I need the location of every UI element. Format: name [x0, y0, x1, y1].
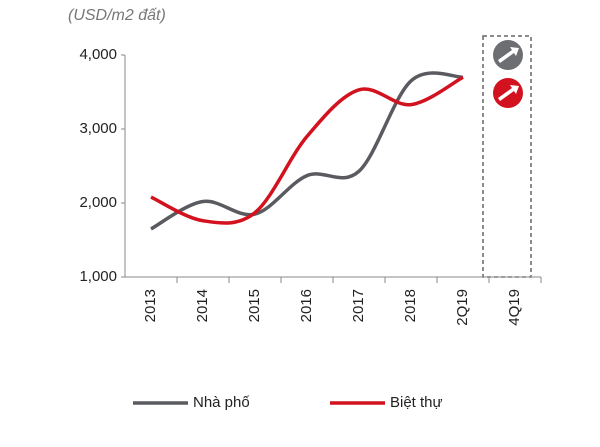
trend-icon-red: [493, 78, 523, 108]
x-tick-label: 2014: [194, 289, 211, 322]
y-tick-label: 2,000: [79, 194, 117, 211]
series-line: [150, 75, 464, 225]
legend-label: Biệt thự: [390, 394, 443, 411]
x-tick-label: 4Q19: [506, 289, 523, 326]
x-tick-label: 2Q19: [454, 289, 471, 326]
y-tick-label: 1,000: [79, 268, 117, 285]
y-tick-label: 4,000: [79, 46, 117, 63]
x-tick-label: 2017: [350, 289, 367, 322]
x-tick-label: 2015: [246, 289, 263, 322]
legend-label: Nhà phố: [193, 394, 250, 411]
x-tick-label: 2018: [402, 289, 419, 322]
chart-subtitle: (USD/m2 đất): [68, 7, 166, 24]
series-line: [150, 71, 464, 231]
forecast-box: [482, 35, 532, 278]
trend-icon-gray: [493, 40, 523, 70]
y-tick-label: 3,000: [79, 120, 117, 137]
x-tick-label: 2013: [142, 289, 159, 322]
x-tick-label: 2016: [298, 289, 315, 322]
